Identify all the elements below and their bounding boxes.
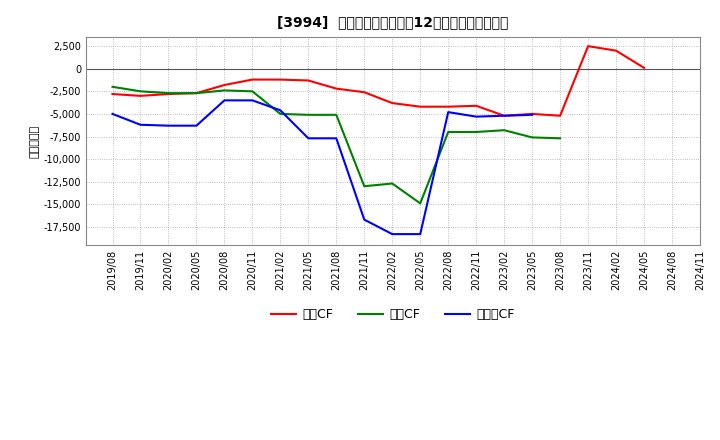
フリーCF [332, 136, 341, 141]
投資CF [528, 135, 536, 140]
営業CF [528, 111, 536, 117]
フリーCF [500, 113, 508, 118]
投資CF [332, 112, 341, 117]
投資CF [136, 89, 145, 94]
投資CF [248, 89, 257, 94]
Legend: 営業CF, 投資CF, フリーCF: 営業CF, 投資CF, フリーCF [266, 303, 520, 326]
営業CF [444, 104, 453, 109]
フリーCF [164, 123, 173, 128]
営業CF [136, 93, 145, 99]
フリーCF [444, 110, 453, 115]
フリーCF [416, 231, 425, 237]
フリーCF [108, 111, 117, 117]
営業CF [248, 77, 257, 82]
フリーCF [472, 114, 480, 119]
営業CF [556, 113, 564, 118]
投資CF [472, 129, 480, 135]
フリーCF [360, 217, 369, 222]
営業CF [612, 48, 621, 53]
フリーCF [304, 136, 312, 141]
フリーCF [220, 98, 229, 103]
Line: 営業CF: 営業CF [112, 46, 644, 116]
投資CF [220, 88, 229, 93]
Y-axis label: （百万円）: （百万円） [30, 125, 40, 158]
投資CF [164, 91, 173, 96]
投資CF [556, 136, 564, 141]
フリーCF [192, 123, 201, 128]
Line: 投資CF: 投資CF [112, 87, 560, 203]
営業CF [388, 100, 397, 106]
フリーCF [136, 122, 145, 128]
営業CF [360, 90, 369, 95]
Title: [3994]  キャッシュフローの12か月移動合計の推移: [3994] キャッシュフローの12か月移動合計の推移 [277, 15, 508, 29]
営業CF [192, 91, 201, 96]
投資CF [388, 181, 397, 186]
投資CF [444, 129, 453, 135]
投資CF [192, 91, 201, 96]
営業CF [164, 92, 173, 97]
投資CF [416, 201, 425, 206]
営業CF [416, 104, 425, 109]
営業CF [276, 77, 284, 82]
営業CF [332, 86, 341, 91]
営業CF [584, 44, 593, 49]
フリーCF [528, 112, 536, 117]
フリーCF [388, 231, 397, 237]
投資CF [500, 128, 508, 133]
フリーCF [276, 108, 284, 113]
投資CF [276, 111, 284, 117]
投資CF [108, 84, 117, 89]
営業CF [500, 113, 508, 118]
フリーCF [248, 98, 257, 103]
営業CF [220, 82, 229, 88]
営業CF [108, 92, 117, 97]
営業CF [304, 78, 312, 83]
営業CF [640, 65, 649, 70]
Line: フリーCF: フリーCF [112, 100, 532, 234]
投資CF [304, 112, 312, 117]
投資CF [360, 183, 369, 189]
営業CF [472, 103, 480, 108]
